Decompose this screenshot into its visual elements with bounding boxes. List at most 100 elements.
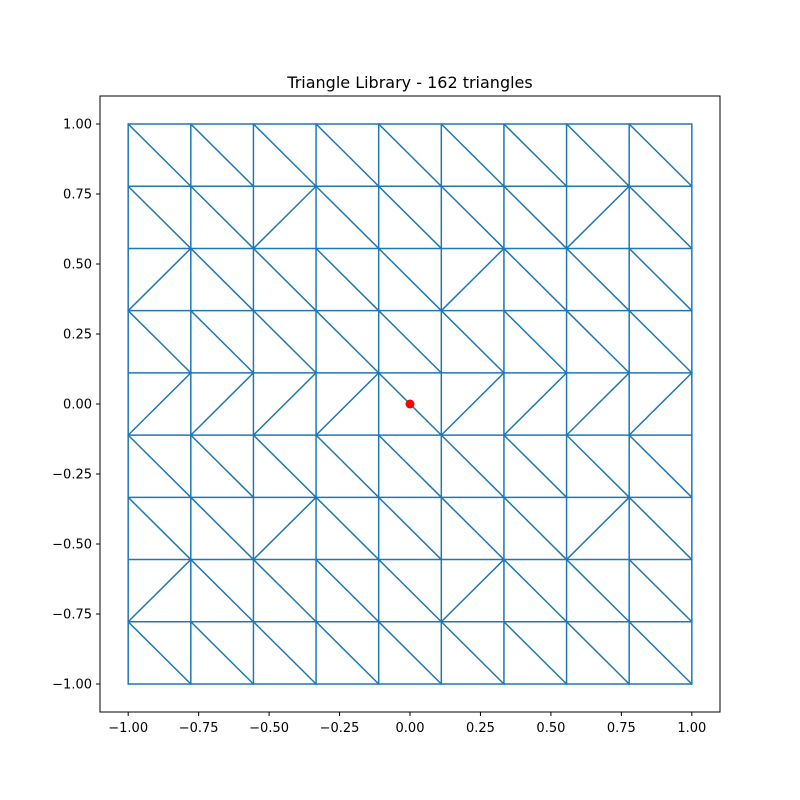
y-tick-label: −1.00 — [52, 678, 92, 693]
mesh-diagonal-line — [377, 434, 443, 499]
mesh-diagonal-line — [190, 247, 255, 312]
mesh-diagonal-line — [565, 558, 630, 623]
mesh-diagonal-line — [190, 434, 255, 499]
mesh-diagonal-line — [315, 185, 380, 250]
mesh-diagonal-line — [628, 621, 693, 685]
mesh-diagonal-line — [440, 309, 505, 374]
mesh-diagonal-line — [628, 123, 693, 187]
triangle-mesh — [127, 123, 693, 685]
mesh-diagonal-line — [440, 247, 505, 312]
mesh-diagonal-line — [565, 496, 630, 561]
mesh-diagonal-line — [190, 372, 255, 436]
x-tick-label: 0.00 — [396, 721, 425, 736]
mesh-diagonal-line — [190, 309, 255, 374]
mesh-diagonal-line — [127, 434, 192, 499]
mesh-diagonal-line — [127, 621, 192, 685]
mesh-diagonal-line — [127, 309, 192, 374]
mesh-diagonal-line — [628, 558, 693, 623]
mesh-diagonal-line — [565, 372, 630, 436]
mesh-diagonal-line — [315, 621, 380, 685]
mesh-diagonal-line — [440, 558, 505, 623]
x-axis-ticks: −1.00 −0.75 −0.50 −0.25 0.00 0.25 0.50 0.75 1.00 — [108, 712, 706, 736]
mesh-diagonal-line — [315, 434, 380, 499]
mesh-diagonal-line — [315, 558, 380, 623]
mesh-diagonal-line — [190, 496, 255, 561]
mesh-diagonal-line — [252, 496, 317, 561]
mesh-diagonal-line — [628, 496, 693, 561]
mesh-diagonal-line — [127, 496, 192, 561]
mesh-diagonal-line — [503, 185, 568, 250]
mesh-diagonal-line — [190, 185, 255, 250]
mesh-diagonal-line — [315, 309, 380, 374]
mesh-diagonal-line — [503, 558, 568, 623]
mesh-diagonal-line — [503, 372, 568, 436]
y-tick-label: −0.25 — [52, 468, 92, 483]
y-axis-ticks: 1.00 0.75 0.50 0.25 0.00 −0.25 −0.50 −0.75 −1.00 — [52, 118, 100, 693]
mesh-diagonal-line — [440, 372, 505, 436]
y-tick-label: 0.75 — [63, 188, 92, 203]
mesh-diagonal-line — [252, 309, 317, 374]
y-tick-label: 0.00 — [63, 398, 92, 413]
mesh-diagonal-line — [565, 123, 630, 187]
y-tick-label: 0.25 — [63, 328, 92, 343]
mesh-diagonal-line — [565, 247, 630, 312]
mesh-diagonal-line — [377, 558, 443, 623]
query-point-marker — [405, 399, 415, 409]
marker-group — [405, 399, 415, 409]
mesh-diagonal-line — [127, 185, 192, 250]
x-tick-label: −1.00 — [108, 721, 148, 736]
mesh-diagonal-line — [252, 247, 317, 312]
mesh-diagonal-line — [503, 309, 568, 374]
mesh-diagonal-line — [628, 372, 693, 436]
mesh-diagonal-line — [503, 434, 568, 499]
chart-title: Triangle Library - 162 triangles — [286, 73, 532, 92]
mesh-diagonal-line — [252, 558, 317, 623]
mesh-diagonal-line — [503, 247, 568, 312]
y-tick-label: 1.00 — [63, 118, 92, 133]
mesh-diagonal-line — [190, 123, 255, 187]
y-tick-label: −0.50 — [52, 538, 92, 553]
mesh-diagonal-line — [565, 309, 630, 374]
x-tick-label: 0.50 — [536, 721, 565, 736]
mesh-diagonal-line — [315, 496, 380, 561]
mesh-diagonal-line — [377, 309, 443, 374]
mesh-diagonal-line — [377, 123, 443, 187]
mesh-diagonal-line — [565, 185, 630, 250]
mesh-diagonal-line — [628, 309, 693, 374]
mesh-diagonal-line — [252, 123, 317, 187]
mesh-diagonal-line — [127, 123, 192, 187]
y-tick-label: −0.75 — [52, 608, 92, 623]
x-tick-label: 1.00 — [677, 721, 706, 736]
mesh-diagonal-line — [315, 372, 380, 436]
mesh-diagonal-line — [503, 123, 568, 187]
x-tick-label: −0.50 — [249, 721, 289, 736]
mesh-diagonal-line — [440, 621, 505, 685]
mesh-diagonal-line — [628, 434, 693, 499]
x-tick-label: 0.75 — [607, 721, 636, 736]
mesh-diagonal-line — [503, 621, 568, 685]
mesh-diagonal-line — [377, 496, 443, 561]
mesh-diagonal-line — [628, 247, 693, 312]
x-tick-label: −0.25 — [320, 721, 360, 736]
mesh-diagonal-line — [628, 185, 693, 250]
mesh-diagonal-line — [252, 434, 317, 499]
mesh-diagonal-line — [565, 434, 630, 499]
mesh-diagonal-line — [190, 621, 255, 685]
mesh-diagonal-line — [252, 185, 317, 250]
y-tick-label: 0.50 — [63, 258, 92, 273]
mesh-diagonal-line — [377, 185, 443, 250]
mesh-diagonal-line — [377, 621, 443, 685]
mesh-diagonal-line — [440, 434, 505, 499]
mesh-diagonal-line — [377, 247, 443, 312]
mesh-diagonal-line — [252, 621, 317, 685]
mesh-diagonal-line — [565, 621, 630, 685]
mesh-diagonal-line — [252, 372, 317, 436]
mesh-diagonal-line — [127, 247, 192, 312]
mesh-diagonal-line — [190, 558, 255, 623]
x-tick-label: −0.75 — [179, 721, 219, 736]
mesh-diagonal-line — [440, 185, 505, 250]
mesh-diagonal-line — [127, 558, 192, 623]
mesh-diagonal-line — [315, 123, 380, 187]
mesh-diagonal-line — [127, 372, 192, 436]
